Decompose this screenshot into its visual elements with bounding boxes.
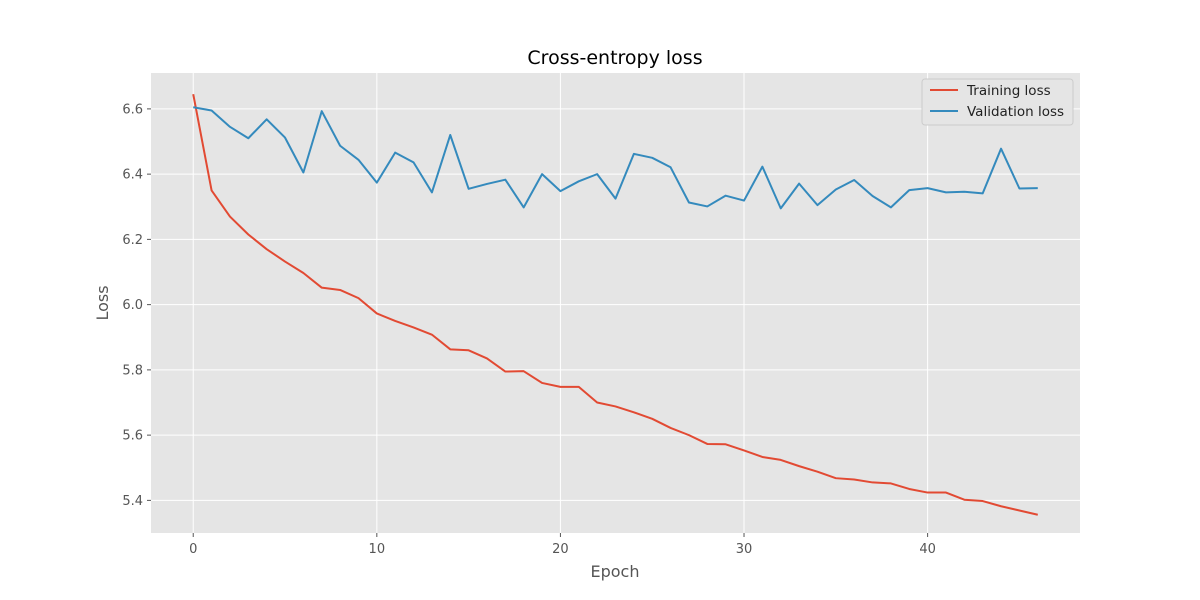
x-tick-label: 10 bbox=[369, 542, 386, 557]
y-tick-label: 6.2 bbox=[122, 233, 143, 248]
y-tick-label: 5.8 bbox=[122, 363, 143, 378]
y-tick-label: 6.0 bbox=[122, 298, 143, 313]
x-tick-label: 30 bbox=[736, 542, 753, 557]
plot-area bbox=[151, 73, 1080, 533]
y-axis-title: Loss bbox=[93, 285, 112, 320]
x-tick-label: 20 bbox=[552, 542, 569, 557]
x-axis-title: Epoch bbox=[591, 562, 640, 581]
x-tick-label: 0 bbox=[189, 542, 197, 557]
y-tick-label: 5.6 bbox=[122, 429, 143, 444]
chart-title: Cross-entropy loss bbox=[527, 47, 702, 69]
series-line-validation-loss bbox=[193, 106, 1038, 210]
grid-lines bbox=[151, 73, 1080, 533]
y-tick-label: 6.6 bbox=[122, 102, 143, 117]
series-line-training-loss bbox=[192, 94, 1038, 516]
legend-label-training-loss: Training loss bbox=[966, 83, 1051, 99]
x-tick-label: 40 bbox=[919, 542, 936, 557]
legend: Training loss Validation loss bbox=[921, 78, 1074, 126]
y-axis-ticks: 5.4 5.6 5.8 6.0 6.2 6.4 6.6 bbox=[122, 102, 151, 509]
series-lines bbox=[192, 94, 1038, 516]
legend-box bbox=[921, 78, 1074, 126]
x-axis-ticks: 0 10 20 30 40 bbox=[189, 533, 936, 557]
y-tick-label: 6.4 bbox=[122, 168, 143, 183]
legend-label-validation-loss: Validation loss bbox=[967, 104, 1064, 120]
y-tick-label: 5.4 bbox=[122, 494, 143, 509]
